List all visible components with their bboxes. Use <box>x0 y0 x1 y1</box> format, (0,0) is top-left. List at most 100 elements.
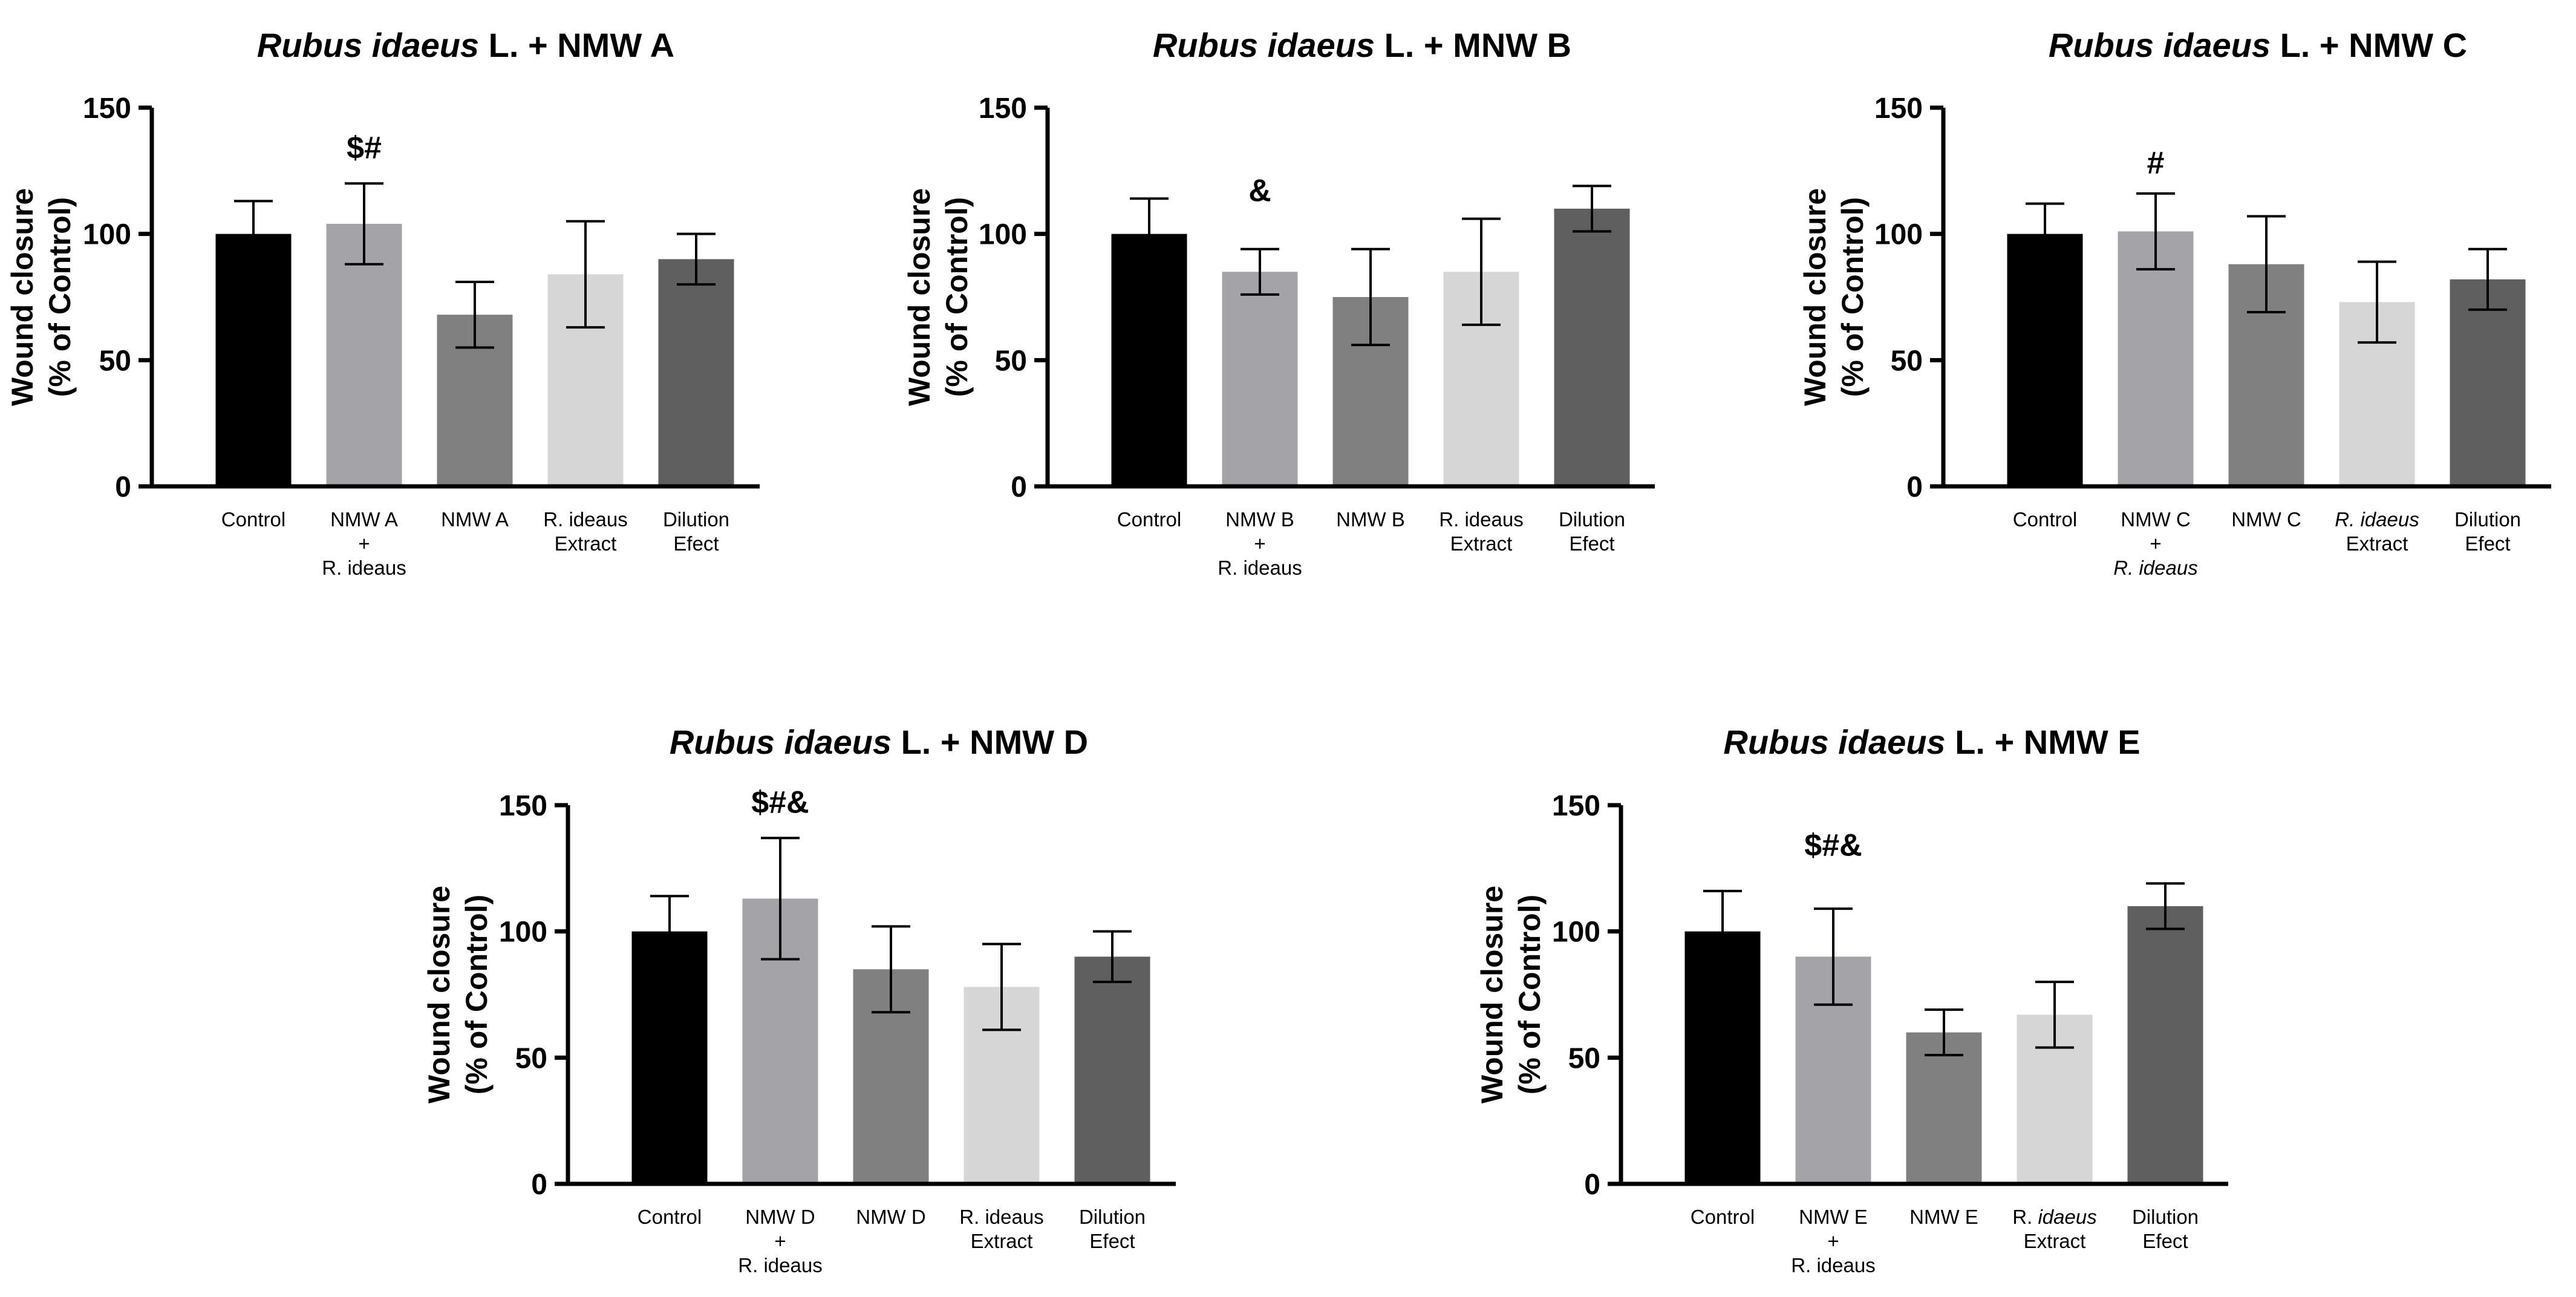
significance-annotation: # <box>2147 146 2165 181</box>
x-tick-label-line: NMW D <box>856 1206 925 1228</box>
bar-1 <box>215 234 292 486</box>
x-tick-label-5: Dilution Efect <box>2132 1206 2199 1252</box>
x-tick-label-line: Dilution <box>1559 508 1625 531</box>
x-tick-label-line: R. ideaus <box>1791 1254 1875 1276</box>
chart-title-rest: L. + NMW A <box>479 26 674 64</box>
x-tick-label-part: Control <box>637 1206 702 1228</box>
error-bar-1 <box>1130 197 1169 271</box>
y-axis-label-line2: (% of Control) <box>43 197 77 397</box>
error-bar-2 <box>2136 192 2175 271</box>
bar-5 <box>2450 279 2526 486</box>
x-tick-label-line: NMW E <box>1799 1206 1868 1228</box>
x-tick-label-part: Extract <box>971 1230 1033 1252</box>
bar-3 <box>1906 1032 1982 1184</box>
x-tick-label-part: + <box>1827 1230 1839 1252</box>
chart-title-italic: Rubus idaeus <box>2049 26 2271 64</box>
y-tick-label: 50 <box>1568 1042 1600 1074</box>
bar-1 <box>1111 234 1187 486</box>
x-tick-label-line: R. ideaus <box>543 508 627 531</box>
x-tick-label-part: NMW C <box>2231 508 2301 531</box>
x-tick-label-part: NMW B <box>1336 508 1405 531</box>
error-bar-1 <box>234 200 273 268</box>
chart-title: Rubus idaeus L. + MNW B <box>1153 26 1571 64</box>
x-tick-label-part: + <box>774 1230 786 1252</box>
x-tick-label-line: Efect <box>1089 1230 1135 1252</box>
x-tick-label-1: Control <box>1117 508 1181 531</box>
x-tick-label-3: NMW E <box>1909 1206 1978 1228</box>
y-tick-label: 150 <box>83 93 131 125</box>
y-tick-label: 100 <box>83 219 131 251</box>
x-tick-label-line: Dilution <box>2132 1206 2199 1228</box>
x-tick-label-2: NMW A + R. ideaus <box>322 508 406 579</box>
bar-2 <box>1222 272 1298 486</box>
y-axis-label-line1: Wound closure <box>902 188 936 406</box>
x-tick-label-1: Control <box>2013 508 2077 531</box>
x-tick-label-part: R. ideaus <box>2113 557 2197 579</box>
x-tick-label-part: Efect <box>673 532 719 555</box>
x-tick-label-line: NMW A <box>441 508 509 531</box>
x-tick-label-part: Control <box>1117 508 1181 531</box>
bar-1 <box>631 931 708 1184</box>
x-tick-label-part: R. ideaus <box>1218 557 1302 579</box>
error-bar-5 <box>1573 185 1611 233</box>
error-bar-4 <box>566 220 605 329</box>
x-tick-label-line: NMW C <box>2231 508 2301 531</box>
x-tick-label-part: R. ideaus <box>738 1254 822 1276</box>
x-tick-label-part: idaeus <box>2038 1206 2096 1228</box>
x-tick-label-part: Control <box>2013 508 2077 531</box>
significance-annotation: $# <box>347 130 382 165</box>
y-axis-label-line2: (% of Control) <box>1836 197 1870 397</box>
x-tick-label-part: Extract <box>2346 532 2408 555</box>
y-tick-label: 50 <box>995 345 1027 377</box>
chart-panel-3: Rubus idaeus L. + NMW C Wound closure (% o… <box>1798 26 2551 579</box>
x-tick-label-line: R. idaeus <box>2012 1206 2096 1228</box>
x-tick-label-line: R. ideaus <box>738 1254 822 1276</box>
x-tick-label-line: Control <box>1691 1206 1755 1228</box>
x-tick-label-5: Dilution Efect <box>1079 1206 1146 1252</box>
chart-panel-4: Rubus idaeus L. + NMW D Wound closure (% o… <box>422 723 1176 1276</box>
bar-1 <box>2007 234 2083 486</box>
x-tick-label-line: R. ideaus <box>1218 557 1302 579</box>
chart-title: Rubus idaeus L. + NMW D <box>670 723 1088 761</box>
x-tick-label-part: NMW A <box>330 508 398 531</box>
y-axis-label: Wound closure (% of Control) <box>902 188 974 406</box>
x-tick-label-line: Extract <box>2346 532 2408 555</box>
x-tick-label-part: Dilution <box>663 508 729 531</box>
y-tick-label: 150 <box>979 93 1027 125</box>
x-tick-label-4: R. idaeus Extract <box>2335 508 2419 555</box>
y-axis-label-line2: (% of Control) <box>460 895 494 1094</box>
y-axis-label: Wound closure (% of Control) <box>1475 886 1547 1103</box>
y-tick-label: 100 <box>499 916 547 949</box>
y-axis-label: Wound closure (% of Control) <box>1798 188 1870 406</box>
error-bar-1 <box>2026 202 2064 266</box>
x-tick-label-3: NMW D <box>856 1206 925 1228</box>
y-axis-label-line2: (% of Control) <box>1513 895 1547 1094</box>
x-tick-label-line: Efect <box>2465 532 2510 555</box>
significance-annotation: $#& <box>751 785 809 820</box>
x-tick-label-4: R. ideaus Extract <box>959 1206 1043 1252</box>
x-tick-label-line: R. ideaus <box>959 1206 1043 1228</box>
y-tick-label: 150 <box>1552 790 1600 822</box>
y-tick-label: 50 <box>515 1042 547 1074</box>
y-axis-label-line2: (% of Control) <box>940 197 974 397</box>
error-bar-4 <box>2035 981 2074 1049</box>
x-tick-label-5: Dilution Efect <box>2454 508 2521 555</box>
y-axis-label: Wound closure (% of Control) <box>5 188 77 406</box>
x-tick-label-line: NMW E <box>1909 1206 1978 1228</box>
x-tick-label-line: + <box>1827 1230 1839 1252</box>
y-tick-label: 100 <box>979 219 1027 251</box>
x-tick-label-part: Dilution <box>2132 1206 2199 1228</box>
x-tick-label-line: R. ideaus <box>1439 508 1523 531</box>
x-tick-label-line: NMW A <box>330 508 398 531</box>
x-tick-label-5: Dilution Efect <box>1559 508 1625 555</box>
error-bar-2 <box>761 837 800 961</box>
x-tick-label-line: Dilution <box>2454 508 2521 531</box>
x-tick-label-line: Control <box>637 1206 702 1228</box>
x-tick-label-part: NMW B <box>1225 508 1294 531</box>
x-tick-label-4: R. idaeus Extract <box>2012 1206 2096 1252</box>
bar-5 <box>1554 208 1630 486</box>
x-tick-label-part: R. idaeus <box>2335 508 2419 531</box>
x-tick-label-part: R. <box>2012 1206 2038 1228</box>
x-tick-label-part: NMW D <box>745 1206 815 1228</box>
